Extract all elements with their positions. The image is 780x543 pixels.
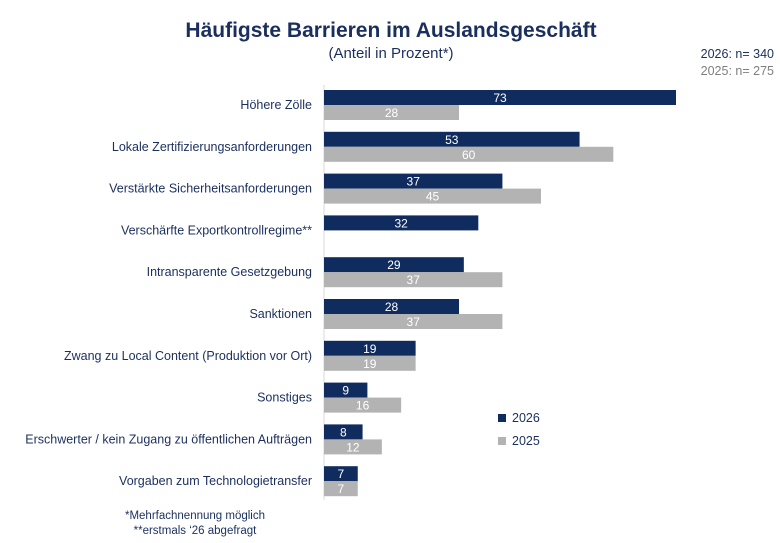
bar-2025 (324, 188, 541, 204)
data-label-2026: 7 (338, 467, 345, 481)
legend-label-2025: 2025 (512, 434, 540, 448)
footnote-first-asked: **erstmals ‘26 abgefragt (133, 525, 257, 537)
sample-size-2025: 2025: n= 275 (700, 64, 774, 78)
bar-2026 (324, 424, 363, 440)
data-label-2026: 73 (493, 91, 507, 105)
category-label: Vorgaben zum Technologietransfer (119, 474, 312, 488)
chart-subtitle: (Anteil in Prozent*) (328, 45, 454, 62)
data-label-2026: 9 (342, 384, 349, 398)
bar-2025 (324, 397, 402, 413)
bar-2026 (324, 382, 368, 398)
bar-2025 (324, 355, 416, 371)
category-label: Erschwerter / kein Zugang zu öffentliche… (25, 432, 312, 446)
data-label-2025: 60 (462, 148, 476, 162)
data-label-2026: 8 (340, 425, 347, 439)
bar-2025 (324, 146, 614, 162)
data-label-2025: 37 (407, 315, 421, 329)
data-label-2025: 16 (356, 399, 370, 413)
bar-2026 (324, 90, 676, 105)
data-label-2025: 19 (363, 357, 377, 371)
bar-2026 (324, 215, 479, 231)
legend-swatch-2026 (498, 414, 506, 422)
data-label-2025: 28 (385, 106, 399, 120)
bar-2025 (324, 272, 503, 288)
data-label-2025: 7 (338, 482, 345, 496)
category-label: Zwang zu Local Content (Produktion vor O… (64, 349, 312, 363)
footnote-multiple-answers: *Mehrfachnennung möglich (124, 510, 265, 522)
data-label-2026: 53 (445, 133, 459, 147)
data-label-2026: 29 (387, 258, 401, 272)
chart-title: Häufigste Barrieren im Auslandsgeschäft (185, 19, 597, 42)
bar-2026 (324, 466, 358, 482)
bar-2026 (324, 299, 460, 314)
category-label: Höhere Zölle (240, 98, 312, 112)
category-label: Intransparente Gesetzgebung (147, 265, 312, 279)
footnotes: *Mehrfachnennung möglich **erstmals ‘26 … (0, 509, 390, 539)
bar-2025 (324, 105, 460, 120)
bar-2025 (324, 439, 382, 455)
bar-2026 (324, 340, 416, 356)
data-label-2026: 37 (407, 175, 421, 189)
bar-2025 (324, 314, 503, 329)
category-label: Verstärkte Sicherheitsanforderungen (109, 182, 312, 196)
data-label-2026: 19 (363, 342, 377, 356)
bar-2026 (324, 257, 464, 273)
category-label: Sanktionen (249, 307, 312, 321)
data-label-2025: 45 (426, 190, 440, 204)
sample-size-2026: 2026: n= 340 (700, 47, 774, 61)
data-label-2026: 28 (385, 300, 399, 314)
legend-swatch-2025 (498, 437, 506, 445)
data-label-2025: 37 (407, 273, 421, 287)
bar-2026 (324, 131, 580, 147)
sample-size-block: 2026: n= 340 2025: n= 275 (701, 46, 774, 80)
data-label-2026: 32 (394, 216, 408, 230)
legend-label-2026: 2026 (512, 411, 540, 425)
bar-2025 (324, 481, 358, 497)
bar-2026 (324, 173, 503, 189)
data-label-2025: 12 (346, 440, 360, 454)
category-label: Verschärfte Exportkontrollregime** (121, 223, 312, 237)
category-label: Lokale Zertifizierungsanforderungen (112, 140, 312, 154)
category-label: Sonstiges (257, 391, 312, 405)
